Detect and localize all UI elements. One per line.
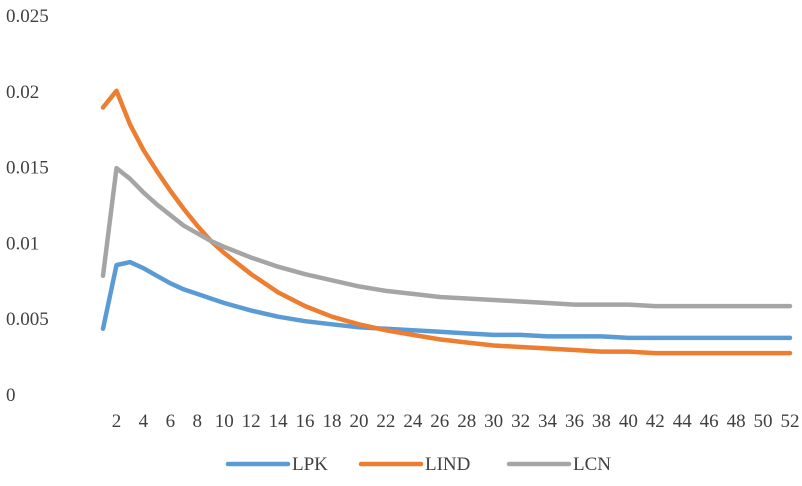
x-tick-label: 10	[215, 411, 234, 432]
x-tick-label: 30	[484, 411, 503, 432]
x-tick-label: 18	[323, 411, 342, 432]
x-tick-label: 44	[673, 411, 693, 432]
x-tick-label: 22	[376, 411, 395, 432]
x-tick-label: 48	[727, 411, 746, 432]
y-axis: 0 0.005 0.01 0.015 0.02 0.025	[6, 6, 49, 406]
plot-area	[100, 88, 793, 356]
x-tick-label: 20	[349, 411, 368, 432]
x-tick-label: 8	[193, 411, 203, 432]
legend-item-lcn: LCN	[506, 454, 611, 475]
x-tick-label: 12	[242, 411, 261, 432]
series-line-lpk	[100, 259, 793, 341]
legend: LPK LIND LCN	[225, 454, 611, 475]
legend-item-lind: LIND	[358, 454, 470, 475]
x-tick-label: 6	[166, 411, 176, 432]
x-tick-label: 2	[112, 411, 122, 432]
y-tick-label: 0.01	[6, 233, 39, 254]
x-axis: 2 4 6 8 10 12 14 16 18 20 22 24 26 28 30 32 34 36 38 40 42 44…	[112, 411, 800, 432]
legend-item-lpk: LPK	[225, 454, 328, 475]
x-tick-label: 40	[619, 411, 638, 432]
legend-label: LIND	[425, 454, 470, 475]
series-line-lind	[100, 88, 793, 356]
x-tick-label: 38	[592, 411, 611, 432]
x-tick-label: 46	[700, 411, 719, 432]
y-tick-label: 0.005	[6, 309, 49, 330]
y-tick-label: 0.025	[6, 6, 49, 27]
x-tick-label: 16	[296, 411, 315, 432]
legend-label: LPK	[292, 454, 328, 475]
y-tick-label: 0.02	[6, 82, 39, 103]
legend-label: LCN	[573, 454, 611, 475]
x-tick-label: 42	[646, 411, 665, 432]
x-tick-label: 50	[754, 411, 773, 432]
series-line-lcn	[100, 165, 793, 309]
x-tick-label: 26	[430, 411, 449, 432]
x-tick-label: 34	[538, 411, 558, 432]
x-tick-label: 4	[139, 411, 149, 432]
x-tick-label: 52	[781, 411, 800, 432]
x-tick-label: 36	[565, 411, 584, 432]
x-tick-label: 32	[511, 411, 530, 432]
y-tick-label: 0	[6, 385, 16, 406]
x-tick-label: 14	[269, 411, 289, 432]
y-tick-label: 0.015	[6, 158, 49, 179]
x-tick-label: 28	[457, 411, 476, 432]
x-tick-label: 24	[403, 411, 423, 432]
